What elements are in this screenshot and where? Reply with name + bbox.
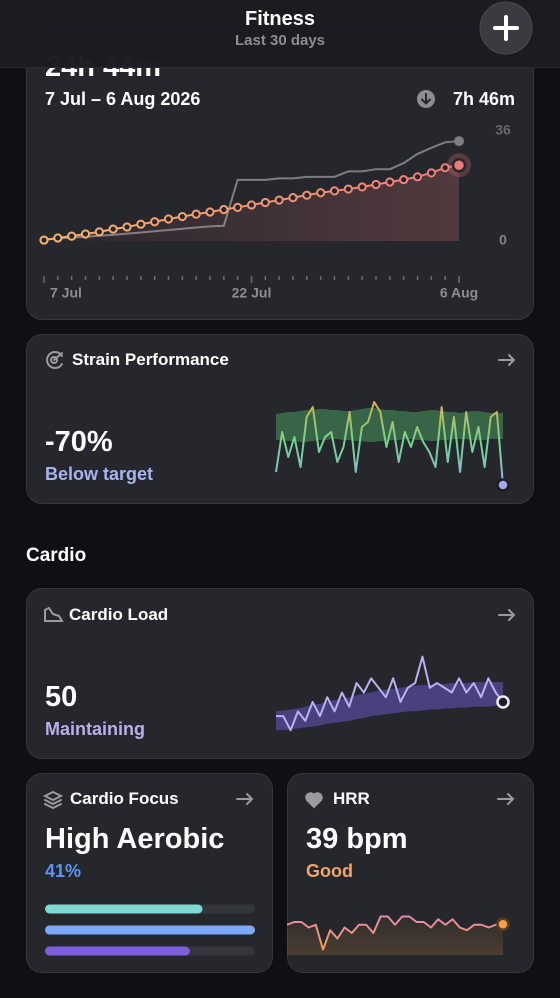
cardio-load-card[interactable]: [26, 588, 534, 759]
line: [276, 655, 504, 732]
end-point: [496, 478, 510, 492]
strain-icon-dot: [50, 356, 58, 364]
bar: [45, 946, 190, 956]
arrow[interactable]: [498, 609, 516, 621]
header-subtitle: Last 30 days: [234, 32, 326, 49]
status: Good: [306, 861, 353, 881]
point: [39, 235, 49, 245]
point: [246, 200, 257, 210]
load-icon: [44, 606, 64, 622]
point: [108, 224, 118, 234]
cardio-focus-card[interactable]: [26, 773, 273, 973]
status: Maintaining: [45, 719, 145, 739]
line: [275, 401, 504, 486]
bar: [45, 925, 255, 935]
bar: [45, 904, 203, 914]
y-tick-label: 0: [499, 232, 507, 248]
arrow[interactable]: [236, 793, 254, 805]
point: [219, 204, 229, 215]
header-title: Fitness: [244, 8, 316, 30]
hrr-icon: [305, 792, 323, 809]
end-point: [451, 157, 467, 173]
band: [276, 682, 503, 731]
point: [191, 209, 201, 219]
point: [316, 188, 326, 198]
arrow[interactable]: [498, 354, 516, 366]
line: [286, 915, 504, 951]
point: [150, 217, 160, 227]
point: [80, 229, 91, 239]
x-tick-label: 22 Jul: [232, 285, 272, 301]
point: [440, 163, 450, 173]
strain-icon-needle: [53, 352, 63, 361]
card-title: Strain Performance: [72, 350, 229, 369]
y-tick-label: 36: [495, 122, 511, 138]
status: Below target: [45, 464, 154, 484]
point: [205, 207, 215, 217]
x-tick-label: 7 Jul: [50, 285, 82, 301]
area: [287, 916, 503, 955]
point: [357, 182, 367, 192]
point: [385, 177, 395, 187]
point: [53, 233, 63, 243]
point: [233, 202, 243, 212]
end-point: [496, 917, 510, 931]
point: [136, 219, 146, 229]
point: [163, 214, 174, 224]
end-point: [496, 695, 510, 709]
point: [94, 227, 104, 237]
card-title: Cardio Load: [69, 605, 169, 624]
point: [329, 186, 340, 196]
focus-icon: [42, 790, 64, 810]
value: High Aerobic: [45, 823, 225, 855]
strain-icon: [46, 351, 63, 369]
down-arrow: [421, 93, 431, 105]
value: -70%: [45, 426, 113, 458]
point: [412, 172, 423, 182]
end-point: [454, 136, 464, 147]
card-title: Cardio Focus: [70, 789, 179, 808]
icons: [42, 90, 516, 810]
value: 39 bpm: [306, 823, 408, 855]
card-title: HRR: [333, 789, 370, 808]
point: [343, 184, 353, 194]
point: [399, 174, 409, 185]
header: Fitness Last 30 days: [0, 0, 560, 68]
add-button[interactable]: [478, 0, 534, 56]
plus-icon[interactable]: [493, 15, 519, 41]
value: 50: [45, 681, 78, 713]
date-range: 7 Jul – 6 Aug 2026: [45, 89, 201, 109]
arrow[interactable]: [497, 793, 515, 805]
band: [276, 408, 503, 442]
point: [371, 179, 381, 190]
point: [67, 231, 77, 241]
point: [177, 211, 187, 222]
area: [44, 165, 459, 241]
percent: 41%: [45, 861, 82, 881]
section-title: Cardio: [26, 545, 87, 566]
point: [302, 190, 312, 200]
point: [274, 195, 284, 205]
point: [288, 193, 298, 203]
point: [260, 197, 270, 208]
point: [122, 222, 132, 232]
change: 7h 46m: [452, 89, 515, 109]
point: [426, 168, 436, 178]
x-tick-label: 6 Aug: [440, 285, 478, 301]
